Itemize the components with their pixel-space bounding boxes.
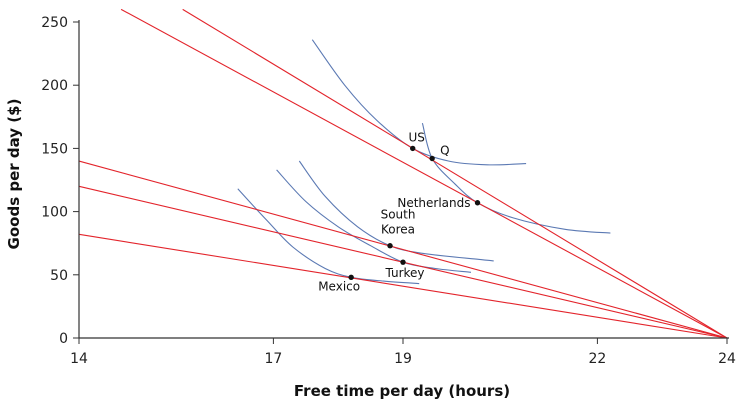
budget-line-2 [182,8,728,339]
tick-labels: 0 50 100 150 200 250 14 17 19 22 24 [41,15,736,367]
y-tick-label: 150 [41,141,68,157]
y-tick-label: 250 [41,15,68,31]
budget-lines [78,8,728,339]
label-netherlands: Netherlands [397,196,470,210]
x-axis-title: Free time per day (hours) [294,382,510,400]
point-south-korea [387,243,393,249]
y-axis-title: Goods per day ($) [5,99,23,250]
indifference-curve-4 [276,169,472,273]
point-q [429,155,435,162]
label-turkey: Turkey [384,266,424,280]
budget-line-5 [78,233,728,339]
point-turkey [400,259,406,265]
budget-line-3 [78,160,728,339]
axes [73,20,729,344]
y-tick-label: 0 [59,331,68,347]
indifference-curve-2 [421,122,611,234]
indifference-curve-1 [311,39,527,166]
x-tick-label: 17 [264,351,282,367]
budget-line-1 [120,8,728,339]
point-mexico [348,274,354,281]
y-tick-label: 100 [41,205,68,221]
x-tick-label: 22 [588,351,606,367]
label-us: US [409,130,425,144]
x-tick-label: 14 [70,351,88,367]
x-tick-label: 19 [394,351,412,367]
y-tick-label: 200 [41,78,68,94]
point-us [410,145,416,152]
point-netherlands [474,200,481,206]
indifference-curve-5 [237,188,420,285]
label-q: Q [440,144,449,158]
y-tick-label: 50 [50,268,68,284]
data-points [348,145,481,281]
x-tick-label: 24 [718,351,736,367]
label-mexico: Mexico [318,279,360,293]
label-south-korea: South Korea [381,208,416,237]
